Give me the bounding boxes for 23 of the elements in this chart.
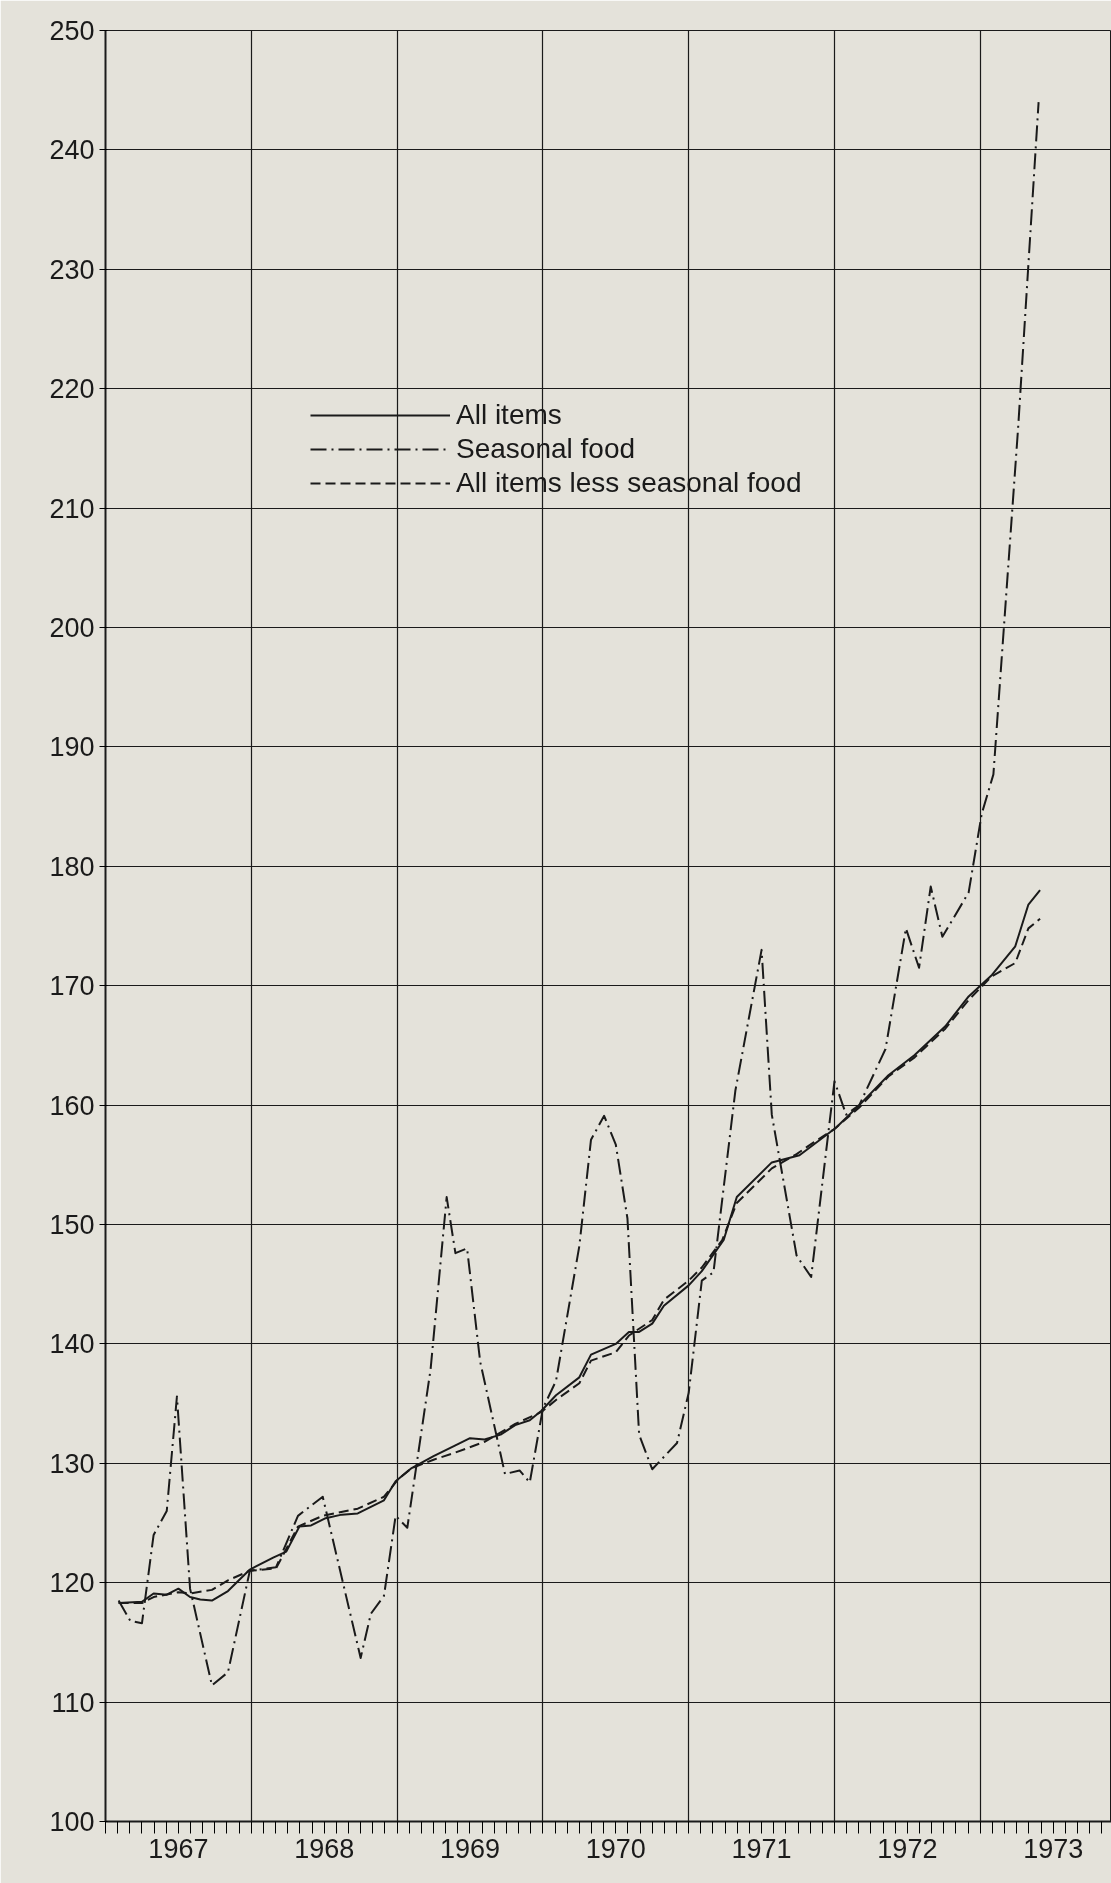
y-tick-label: 110 xyxy=(51,1687,95,1718)
y-tick-label: 230 xyxy=(49,254,95,285)
y-tick-label: 100 xyxy=(49,1807,95,1837)
y-tick-label: 250 xyxy=(49,16,95,46)
y-tick-label: 200 xyxy=(49,613,95,643)
y-tick-label: 180 xyxy=(49,851,95,882)
y-tick-label: 150 xyxy=(49,1210,95,1240)
y-tick-label: 140 xyxy=(49,1329,95,1360)
x-tick-label: 1972 xyxy=(877,1833,938,1864)
x-tick-label: 1967 xyxy=(148,1833,209,1864)
x-tick-label: 1973 xyxy=(1023,1833,1084,1864)
y-tick-label: 240 xyxy=(49,135,95,166)
y-tick-label: 220 xyxy=(49,374,95,405)
y-tick-label: 130 xyxy=(49,1448,95,1479)
x-tick-label: 1971 xyxy=(731,1833,792,1864)
y-tick-label: 170 xyxy=(49,971,95,1002)
x-tick-label: 1969 xyxy=(439,1833,501,1864)
y-tick-label: 120 xyxy=(49,1568,95,1599)
y-tick-label: 210 xyxy=(49,493,95,524)
x-tick-label: 1968 xyxy=(294,1833,355,1864)
y-tick-label: 190 xyxy=(49,732,95,763)
x-tick-label: 1970 xyxy=(585,1833,646,1864)
y-tick-label: 160 xyxy=(49,1090,95,1121)
